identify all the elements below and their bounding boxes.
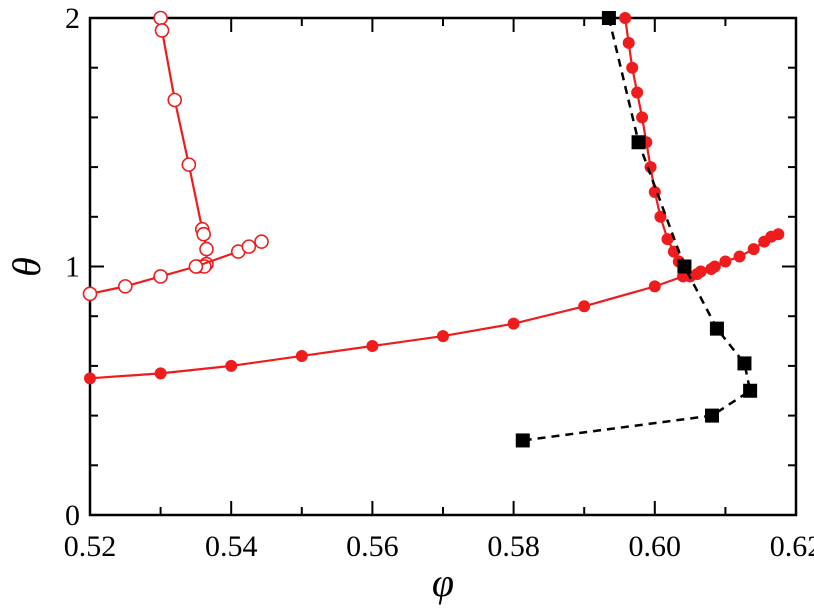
data-point [154, 367, 167, 380]
data-point [648, 280, 661, 293]
series-line [522, 17, 752, 442]
data-point [772, 228, 785, 241]
data-point [705, 262, 718, 275]
data-point [619, 12, 632, 24]
data-point [636, 111, 649, 124]
data-point [154, 23, 170, 38]
data-point [622, 36, 635, 49]
x-tick-label: 0.62 [770, 530, 814, 563]
data-point [507, 317, 520, 330]
tick-labels: 0.52 0.54 0.56 0.58 0.60 0.62 0 1 2 [64, 2, 814, 563]
data-point [601, 11, 616, 25]
y-tick-label: 2 [65, 2, 80, 35]
data-point [181, 157, 197, 172]
data-point [366, 340, 379, 353]
data-point [733, 250, 746, 263]
data-point [84, 372, 96, 385]
series-2 [82, 234, 269, 302]
series-layer [82, 10, 785, 448]
data-point [578, 300, 591, 313]
data-point [631, 86, 644, 99]
data-point [719, 255, 732, 268]
data-point [737, 356, 752, 371]
data-point [225, 359, 238, 372]
data-point [654, 210, 667, 223]
x-axis-label: φ [432, 560, 454, 605]
x-tick-label: 0.52 [64, 530, 117, 563]
y-tick-label: 1 [65, 251, 80, 284]
x-tick-label: 0.54 [205, 530, 258, 563]
data-point [626, 61, 639, 74]
data-point [743, 383, 758, 398]
y-tick-label: 0 [65, 499, 80, 532]
data-point [199, 241, 214, 257]
data-point [153, 10, 168, 26]
data-point [677, 259, 692, 274]
data-point [747, 243, 760, 256]
series-5 [515, 11, 758, 448]
data-point [82, 286, 98, 302]
data-point [118, 279, 133, 294]
x-tick-label: 0.56 [346, 530, 399, 563]
data-point [661, 233, 674, 246]
data-point [631, 135, 646, 150]
data-point [437, 330, 449, 343]
x-tick-label: 0.58 [487, 530, 540, 563]
data-point [167, 92, 183, 108]
data-point [515, 433, 530, 448]
data-point [188, 259, 204, 274]
y-axis-label: θ [4, 257, 49, 277]
data-point [153, 269, 168, 284]
data-point [709, 321, 724, 336]
data-point [254, 234, 269, 249]
data-point [295, 349, 308, 362]
series-1 [153, 10, 214, 274]
data-point [196, 226, 211, 242]
data-point [704, 408, 719, 423]
series-4 [84, 228, 785, 385]
data-point [241, 239, 257, 254]
x-tick-label: 0.60 [629, 530, 682, 563]
data-point [691, 267, 704, 280]
